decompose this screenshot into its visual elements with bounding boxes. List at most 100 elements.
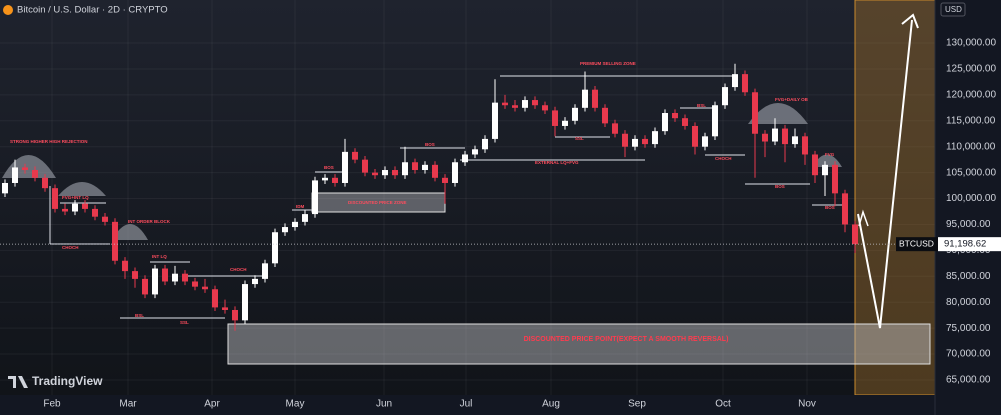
candle-body xyxy=(312,180,318,215)
candle-body xyxy=(412,162,418,171)
candle-body xyxy=(202,286,208,290)
candle-body xyxy=(32,170,38,178)
candle-body xyxy=(762,133,768,142)
candle-body xyxy=(802,136,808,155)
arc xyxy=(748,103,808,124)
y-tick-label: 120,000.00 xyxy=(946,90,996,101)
x-tick-label: Nov xyxy=(798,399,816,410)
coin-icon xyxy=(3,5,13,15)
candle-body xyxy=(442,177,448,183)
x-tick-label: Jul xyxy=(460,399,473,410)
y-tick-label: 65,000.00 xyxy=(946,375,991,386)
symbol: BTCUSD xyxy=(899,238,934,248)
candle-body xyxy=(842,193,848,225)
symbol-tag xyxy=(896,237,938,252)
y-tick-label: 125,000.00 xyxy=(946,64,996,75)
candle-body xyxy=(612,123,618,134)
annotation: PREMIUM SELLING ZONE xyxy=(580,61,636,66)
annotation: CHOCH xyxy=(715,156,732,161)
candle-body xyxy=(682,118,688,126)
price-tag xyxy=(938,237,1001,252)
candle-body xyxy=(672,113,678,119)
candle-body xyxy=(22,167,28,171)
x-tick-label: Sep xyxy=(628,399,646,410)
candle-body xyxy=(252,278,258,285)
annotation: BSL xyxy=(697,103,706,108)
candle-body xyxy=(12,167,18,183)
candle-body xyxy=(812,154,818,176)
annotation: BSL xyxy=(135,313,144,318)
candle-body xyxy=(592,89,598,108)
arc xyxy=(112,224,148,240)
candles xyxy=(1,63,858,331)
x-tick-label: Feb xyxy=(43,399,61,410)
candle-body xyxy=(572,107,578,121)
candle-body xyxy=(52,188,58,209)
y-tick-label: 75,000.00 xyxy=(946,323,991,334)
candle-body xyxy=(112,221,118,261)
candle-body xyxy=(212,289,218,308)
x-tick-label: Apr xyxy=(204,399,220,410)
price-axis xyxy=(935,0,1001,415)
candle-body xyxy=(352,151,358,160)
candle-body xyxy=(182,273,188,282)
y-tick-label: 115,000.00 xyxy=(946,115,996,126)
y-tick-label: 85,000.00 xyxy=(946,271,991,282)
annotation: BOS xyxy=(775,184,785,189)
candle-body xyxy=(362,159,368,173)
y-tick-label: 95,000.00 xyxy=(946,219,991,230)
annotation: INT LQ xyxy=(152,254,167,259)
candle-body xyxy=(62,208,68,212)
time-axis xyxy=(0,395,1001,415)
candle-body xyxy=(422,164,428,171)
annotation: FVG+INT LQ xyxy=(62,195,89,200)
y-tick-label: 110,000.00 xyxy=(946,141,996,152)
brand: TradingView xyxy=(32,374,103,388)
level-lines xyxy=(49,75,842,319)
currency: USD xyxy=(945,5,962,14)
candle-body xyxy=(392,170,398,176)
candle-body xyxy=(502,102,508,106)
annotation: FVG+DAILY OB xyxy=(775,97,809,102)
candle-body xyxy=(772,128,778,142)
candle-body xyxy=(102,216,108,222)
candle-body xyxy=(602,107,608,124)
discount-box xyxy=(227,323,931,365)
candle-body xyxy=(522,100,528,108)
candle-body xyxy=(562,120,568,126)
candle-body xyxy=(722,87,728,106)
candle-body xyxy=(332,177,338,183)
candle-body xyxy=(342,151,348,183)
candle-body xyxy=(452,162,458,183)
x-tick-label: Jun xyxy=(376,399,392,410)
candle-body xyxy=(692,125,698,147)
x-tick-label: May xyxy=(286,399,305,410)
x-tick-label: Mar xyxy=(119,399,137,410)
annotation: DISCOUNTED PRICE POINT(EXPECT A SMOOTH R… xyxy=(524,336,729,343)
candle-body xyxy=(582,89,588,108)
candle-body xyxy=(272,232,278,264)
candle-body xyxy=(512,105,518,108)
candle-body xyxy=(792,136,798,145)
candle-body xyxy=(472,149,478,155)
candle-body xyxy=(742,74,748,93)
projection-arrow xyxy=(857,19,913,329)
candle-body xyxy=(462,154,468,163)
candle-body xyxy=(622,133,628,147)
candle-body xyxy=(172,273,178,282)
candle-body xyxy=(852,224,858,245)
candle-body xyxy=(232,309,238,321)
candle-body xyxy=(152,268,158,295)
candle-body xyxy=(282,227,288,233)
annotation: EXTERNAL LQ+FVG xyxy=(535,160,579,165)
candle-body xyxy=(822,164,828,176)
chart-title: Bitcoin / U.S. Dollar · 2D · CRYPTO xyxy=(17,5,168,16)
y-tick-label: 130,000.00 xyxy=(946,38,996,49)
candle-body xyxy=(712,105,718,137)
candle-body xyxy=(642,138,648,145)
candle-body xyxy=(192,281,198,287)
x-tick-label: Aug xyxy=(542,399,560,410)
candle-body xyxy=(82,203,88,209)
